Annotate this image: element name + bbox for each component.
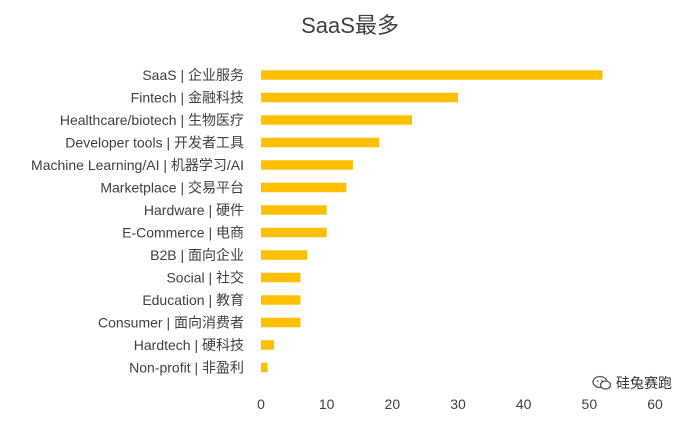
x-tick-label: 0 (257, 396, 265, 412)
wechat-icon (592, 375, 612, 390)
bar (261, 250, 307, 260)
bar (261, 362, 268, 373)
bar (261, 92, 458, 103)
x-tick-label: 30 (450, 396, 466, 412)
bar (261, 340, 275, 350)
category-label: Hardtech | 硬科技 (134, 337, 244, 353)
category-label: Social | 社交 (166, 270, 244, 286)
chart-title: SaaS最多 (301, 13, 399, 38)
bar (261, 227, 327, 238)
bar (261, 272, 301, 283)
category-label: Developer tools | 开发者工具 (65, 135, 244, 151)
x-tick-label: 10 (319, 396, 335, 412)
category-label: Education | 教育 (142, 292, 244, 308)
category-label: Marketplace | 交易平台 (100, 180, 244, 196)
bar (261, 295, 301, 305)
bars-group (261, 70, 603, 373)
x-tick-label: 20 (385, 396, 401, 412)
category-label: SaaS | 企业服务 (142, 67, 244, 83)
bar (261, 182, 347, 193)
category-label: Machine Learning/AI | 机器学习/AI (31, 157, 244, 173)
category-label: Non-profit | 非盈利 (129, 360, 244, 376)
bar (261, 317, 301, 328)
x-tick-label: 40 (516, 396, 532, 412)
x-axis-ticks-group: 0 10 20 30 40 50 60 (257, 396, 663, 412)
bar (261, 160, 353, 170)
category-label: Consumer | 面向消费者 (98, 315, 244, 331)
bar (261, 70, 603, 80)
category-label: Fintech | 金融科技 (131, 90, 244, 106)
bar (261, 115, 413, 125)
category-label: E-Commerce | 电商 (122, 225, 244, 241)
x-tick-label: 60 (647, 396, 663, 412)
bar (261, 137, 380, 148)
category-label: Healthcare/biotech | 生物医疗 (60, 112, 244, 128)
category-label: B2B | 面向企业 (150, 247, 244, 263)
category-label: Hardware | 硬件 (144, 202, 244, 218)
watermark: 硅兔赛跑 (592, 373, 672, 393)
category-labels-group: SaaS | 企业服务 Fintech | 金融科技 Healthcare/biot… (31, 67, 244, 376)
x-tick-label: 50 (582, 396, 598, 412)
bar (261, 205, 327, 215)
watermark-text: 硅兔赛跑 (616, 376, 672, 392)
